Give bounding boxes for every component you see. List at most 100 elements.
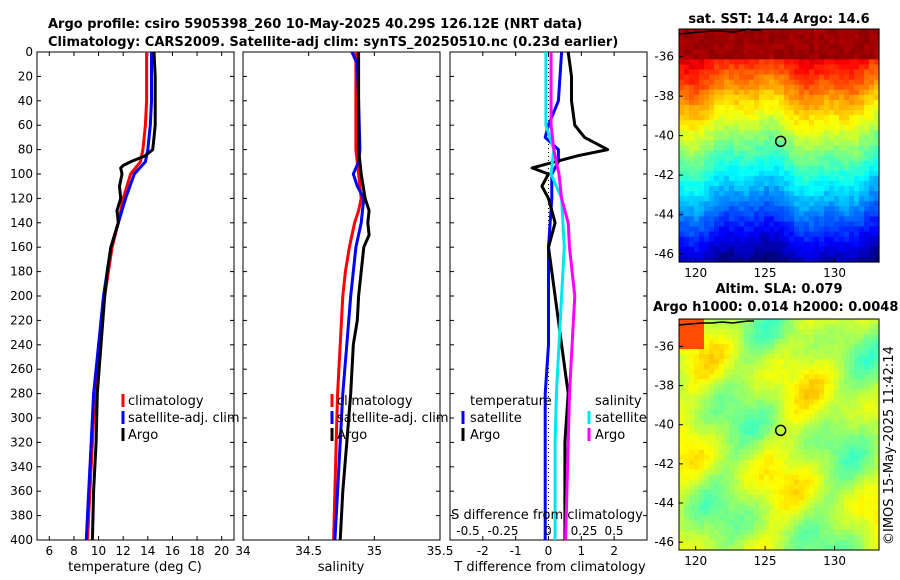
heatmap-cell — [854, 130, 860, 136]
heatmap-cell — [754, 99, 760, 106]
heatmap-cell — [679, 529, 685, 536]
heatmap-cell — [789, 54, 795, 60]
heatmap-cell — [799, 155, 805, 162]
heatmap-cell — [839, 369, 845, 375]
heatmap-cell — [689, 79, 695, 86]
heatmap-cell — [819, 424, 825, 431]
heatmap-cell — [849, 529, 855, 536]
heatmap-cell — [754, 439, 760, 446]
heatmap-cell — [749, 104, 755, 111]
heatmap-cell — [859, 524, 865, 531]
heatmap-cell — [689, 399, 695, 405]
heatmap-cell — [824, 359, 830, 365]
heatmap-cell — [859, 534, 865, 541]
heatmap-cell — [794, 196, 800, 202]
heatmap-cell — [769, 155, 775, 162]
heatmap-cell — [704, 150, 710, 157]
heatmap-cell — [704, 104, 710, 111]
heatmap-cell — [859, 49, 865, 55]
heatmap-cell — [794, 374, 800, 380]
heatmap-cell — [804, 349, 810, 355]
heatmap-cell — [854, 319, 860, 325]
heatmap-cell — [694, 349, 700, 355]
heatmap-cell — [719, 74, 725, 81]
heatmap-cell — [774, 544, 780, 551]
heatmap-cell — [749, 201, 755, 207]
heatmap-cell — [734, 216, 740, 223]
heatmap-cell — [834, 414, 840, 421]
heatmap-cell — [689, 99, 695, 106]
heatmap-cell — [724, 125, 730, 131]
heatmap-cell — [704, 404, 710, 410]
heatmap-cell — [834, 399, 840, 405]
heatmap-cell — [719, 89, 725, 96]
heatmap-cell — [774, 44, 780, 50]
heatmap-cell — [744, 84, 750, 91]
heatmap-cell — [719, 191, 725, 197]
legend-climatology: climatology — [337, 394, 413, 409]
heatmap-cell — [789, 384, 795, 390]
heatmap-cell — [699, 175, 705, 182]
heatmap-cell — [804, 211, 810, 218]
heatmap-cell — [754, 135, 760, 142]
heatmap-cell — [764, 339, 770, 345]
heatmap-cell — [724, 434, 730, 441]
heatmap-cell — [844, 226, 850, 233]
heatmap-cell — [769, 186, 775, 192]
heatmap-cell — [749, 135, 755, 142]
heatmap-cell — [814, 394, 820, 400]
heatmap-cell — [829, 231, 835, 238]
heatmap-cell — [754, 539, 760, 546]
heatmap-cell — [739, 130, 745, 136]
heatmap-cell — [779, 339, 785, 345]
heatmap-cell — [804, 54, 810, 60]
heatmap-cell — [749, 379, 755, 385]
heatmap-cell — [864, 94, 870, 101]
heatmap-cell — [864, 191, 870, 197]
heatmap-cell — [719, 104, 725, 111]
heatmap-cell — [679, 165, 685, 172]
heatmap-cell — [824, 494, 830, 501]
heatmap-cell — [679, 494, 685, 501]
heatmap-cell — [874, 236, 880, 243]
heatmap-cell — [824, 175, 830, 182]
heatmap-cell — [814, 414, 820, 421]
heatmap-cell — [714, 324, 720, 330]
heatmap-cell — [729, 339, 735, 345]
heatmap-cell — [749, 216, 755, 223]
heatmap-cell — [759, 469, 765, 476]
heatmap-cell — [779, 409, 785, 416]
heatmap-cell — [719, 236, 725, 243]
heatmap-cell — [854, 349, 860, 355]
heatmap-cell — [774, 414, 780, 421]
heatmap-cell — [864, 529, 870, 536]
heatmap-cell — [819, 221, 825, 228]
heatmap-cell — [874, 434, 880, 441]
heatmap-cell — [799, 539, 805, 546]
salinity-y-ticks — [243, 51, 440, 541]
heatmap-cell — [684, 419, 690, 426]
heatmap-cell — [839, 499, 845, 506]
heatmap-cell — [749, 329, 755, 335]
heatmap-cell — [809, 110, 815, 116]
heatmap-cell — [834, 110, 840, 116]
heatmap-cell — [729, 246, 735, 253]
heatmap-cell — [714, 469, 720, 476]
heatmap-cell — [859, 429, 865, 436]
heatmap-cell — [824, 135, 830, 142]
heatmap-cell — [839, 115, 845, 121]
heatmap-cell — [744, 99, 750, 106]
heatmap-cell — [799, 489, 805, 496]
heatmap-cell — [764, 329, 770, 335]
heatmap-cell — [714, 186, 720, 192]
heatmap-cell — [874, 155, 880, 162]
heatmap-cell — [864, 444, 870, 451]
heatmap-cell — [754, 424, 760, 431]
heatmap-cell — [749, 211, 755, 218]
heatmap-cell — [789, 514, 795, 521]
heatmap-cell — [814, 339, 820, 345]
heatmap-cell — [784, 529, 790, 536]
heatmap-cell — [834, 514, 840, 521]
heatmap-cell — [799, 59, 805, 66]
heatmap-cell — [709, 180, 715, 187]
